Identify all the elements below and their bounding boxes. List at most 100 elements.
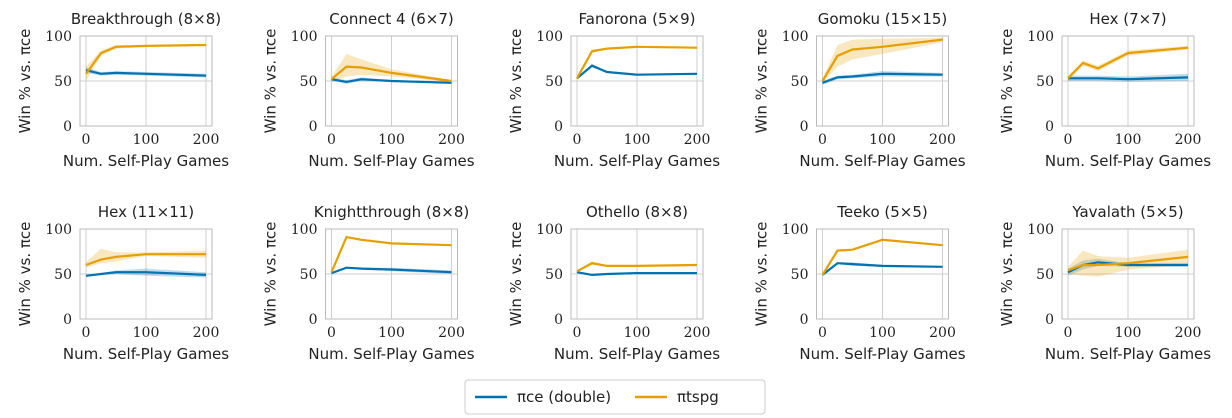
x-tick-label: 100 [1115, 132, 1142, 148]
x-tick-label: 0 [327, 325, 336, 341]
series-line [85, 271, 207, 277]
y-tick-label: 50 [300, 267, 318, 283]
y-tick-label: 50 [791, 74, 809, 90]
x-tick-label: 200 [684, 325, 711, 341]
y-tick-label: 100 [291, 222, 318, 238]
y-tick-label: 0 [1045, 119, 1054, 135]
x-tick-label: 200 [438, 132, 465, 148]
series-line [1068, 76, 1189, 81]
y-tick-label: 50 [54, 74, 72, 90]
y-axis-label: Win % vs. πce [507, 29, 525, 134]
series-line [85, 69, 207, 77]
series-line [331, 78, 452, 84]
plot-frame [816, 35, 949, 127]
y-tick-label: 100 [1027, 222, 1054, 238]
y-axis-label: Win % vs. πce [998, 222, 1016, 327]
x-axis-label: Num. Self-Play Games [63, 152, 229, 170]
x-tick-label: 200 [1175, 325, 1202, 341]
x-tick-label: 0 [573, 132, 582, 148]
legend-label: πce (double) [517, 388, 611, 406]
x-tick-label: 0 [1064, 132, 1073, 148]
chart-title: Breakthrough (8×8) [71, 10, 221, 28]
x-tick-label: 100 [133, 132, 160, 148]
x-tick-label: 100 [1115, 325, 1142, 341]
y-tick-label: 50 [54, 267, 72, 283]
series-line [330, 65, 452, 83]
plot-frame [79, 35, 213, 127]
series-line [330, 235, 452, 273]
x-axis-label: Num. Self-Play Games [799, 152, 965, 170]
y-tick-label: 50 [545, 267, 563, 283]
x-axis-label: Num. Self-Play Games [554, 345, 720, 363]
plot-frame [325, 35, 458, 127]
y-tick-label: 100 [782, 29, 809, 45]
x-tick-label: 0 [818, 325, 827, 341]
y-axis-label: Win % vs. πce [753, 29, 771, 134]
x-tick-label: 200 [929, 132, 956, 148]
series-line [85, 253, 206, 267]
series-line [576, 45, 698, 79]
x-tick-label: 100 [869, 325, 896, 341]
x-tick-label: 0 [818, 132, 827, 148]
series-line [331, 266, 452, 275]
y-tick-label: 0 [554, 119, 563, 135]
chart-title: Teeko (5×5) [836, 203, 928, 221]
y-axis-label: Win % vs. πce [998, 29, 1016, 134]
y-tick-label: 100 [536, 222, 563, 238]
chart-title: Gomoku (15×15) [818, 10, 948, 28]
x-tick-label: 100 [869, 132, 896, 148]
plot-frame [570, 35, 704, 127]
x-axis-label: Num. Self-Play Games [308, 152, 474, 170]
x-axis-label: Num. Self-Play Games [1045, 345, 1211, 363]
y-axis-label: Win % vs. πce [262, 222, 280, 327]
y-tick-label: 50 [545, 74, 563, 90]
series-line [821, 238, 943, 276]
series-line [576, 262, 698, 273]
y-tick-label: 100 [291, 29, 318, 45]
y-tick-label: 100 [782, 222, 809, 238]
y-tick-label: 50 [300, 74, 318, 90]
x-tick-label: 200 [929, 325, 956, 341]
chart-title: Connect 4 (6×7) [329, 10, 453, 28]
x-tick-label: 0 [82, 325, 91, 341]
y-tick-label: 50 [791, 267, 809, 283]
y-tick-label: 0 [309, 119, 318, 135]
y-tick-label: 0 [554, 312, 563, 328]
series-line [576, 64, 698, 80]
x-tick-label: 100 [624, 325, 651, 341]
x-tick-label: 0 [327, 132, 336, 148]
y-tick-label: 50 [1036, 267, 1054, 283]
x-tick-label: 0 [1064, 325, 1073, 341]
confidence-band [331, 54, 452, 82]
x-axis-label: Num. Self-Play Games [63, 345, 229, 363]
x-tick-label: 200 [1175, 132, 1202, 148]
confidence-band [1068, 73, 1188, 82]
plot-frame [1061, 35, 1195, 127]
series-line [821, 38, 943, 82]
plot-frame [816, 228, 949, 320]
x-tick-label: 100 [133, 325, 160, 341]
y-tick-label: 100 [45, 29, 72, 45]
chart-title: Fanorona (5×9) [579, 10, 696, 28]
chart-title: Knightthrough (8×8) [314, 203, 470, 221]
chart-title: Yavalath (5×5) [1071, 203, 1183, 221]
y-axis-label: Win % vs. πce [16, 29, 34, 134]
plot-frame [79, 228, 213, 320]
chart-title: Hex (7×7) [1089, 10, 1166, 28]
x-tick-label: 100 [378, 325, 405, 341]
y-tick-label: 0 [1045, 312, 1054, 328]
y-tick-label: 0 [309, 312, 318, 328]
legend-label: πtspg [677, 388, 719, 406]
x-axis-label: Num. Self-Play Games [1045, 152, 1211, 170]
x-tick-label: 100 [378, 132, 405, 148]
x-axis-label: Num. Self-Play Games [308, 345, 474, 363]
x-axis-label: Num. Self-Play Games [799, 345, 965, 363]
x-tick-label: 100 [624, 132, 651, 148]
y-axis-label: Win % vs. πce [507, 222, 525, 327]
x-axis-label: Num. Self-Play Games [554, 152, 720, 170]
series-line [85, 43, 207, 75]
series-line [822, 72, 943, 84]
plot-frame [325, 228, 458, 320]
y-tick-label: 100 [45, 222, 72, 238]
